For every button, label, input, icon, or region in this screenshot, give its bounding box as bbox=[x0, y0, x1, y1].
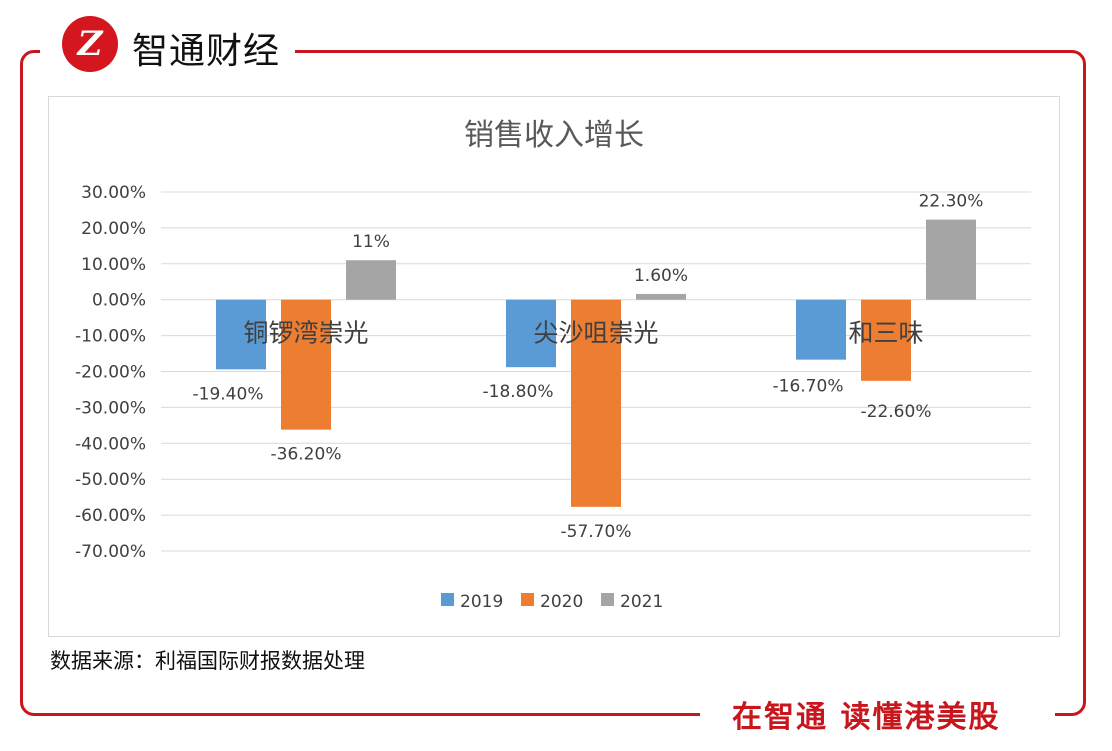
bar-2019 bbox=[506, 299, 556, 368]
data-label: 1.60% bbox=[634, 266, 688, 286]
legend-swatch-2021 bbox=[601, 593, 614, 606]
y-tick-label: 30.00% bbox=[81, 183, 146, 203]
data-label: -16.70% bbox=[773, 377, 844, 397]
brand-name: 智通财经 bbox=[132, 31, 281, 72]
bar-2021 bbox=[926, 219, 976, 300]
data-label: -22.60% bbox=[861, 402, 932, 422]
data-label: -19.40% bbox=[193, 384, 264, 404]
y-tick-label: -40.00% bbox=[75, 434, 146, 454]
legend-swatch-2020 bbox=[521, 593, 534, 606]
bar-2019 bbox=[796, 299, 846, 360]
data-label: -57.70% bbox=[561, 522, 632, 542]
bar-2019 bbox=[216, 299, 266, 370]
category-label: 铜锣湾崇光 bbox=[243, 319, 368, 348]
legend-label: 2019 bbox=[460, 592, 503, 612]
slogan: 在智通 读懂港美股 bbox=[726, 692, 1007, 736]
data-label: -18.80% bbox=[483, 382, 554, 402]
legend-label: 2020 bbox=[540, 592, 583, 612]
bar-2020 bbox=[281, 299, 331, 430]
category-label: 尖沙咀崇光 bbox=[533, 319, 658, 348]
legend-swatch-2019 bbox=[441, 593, 454, 606]
y-tick-label: 10.00% bbox=[81, 255, 146, 275]
chart: 销售收入增长 30.00% 20.00% 10.00% 0.00% -10.00% -20… bbox=[75, 118, 1031, 612]
legend-label: 2021 bbox=[620, 592, 663, 612]
brand-logo: Z bbox=[62, 16, 118, 72]
chart-panel: 销售收入增长 30.00% 20.00% 10.00% 0.00% -10.00% -20… bbox=[48, 96, 1060, 637]
y-tick-label: 20.00% bbox=[81, 219, 146, 239]
y-tick-label: -20.00% bbox=[75, 363, 146, 383]
data-label: 11% bbox=[352, 232, 390, 252]
chart-title: 销售收入增长 bbox=[464, 118, 644, 153]
bar-2020 bbox=[571, 299, 621, 507]
y-tick-label: -10.00% bbox=[75, 327, 146, 347]
bar-2021 bbox=[346, 260, 396, 300]
data-source: 数据来源：利福国际财报数据处理 bbox=[50, 649, 365, 673]
y-tick-label: 0.00% bbox=[92, 291, 146, 311]
data-label: 22.30% bbox=[919, 192, 984, 212]
category-label: 和三味 bbox=[848, 319, 923, 348]
y-tick-label: -50.00% bbox=[75, 470, 146, 490]
red-frame bbox=[20, 50, 1086, 716]
y-tick-label: -60.00% bbox=[75, 506, 146, 526]
bar-2020 bbox=[861, 299, 911, 381]
y-tick-label: -30.00% bbox=[75, 398, 146, 418]
bar-2021 bbox=[636, 293, 686, 300]
y-tick-label: -70.00% bbox=[75, 542, 146, 562]
data-label: -36.20% bbox=[271, 445, 342, 465]
